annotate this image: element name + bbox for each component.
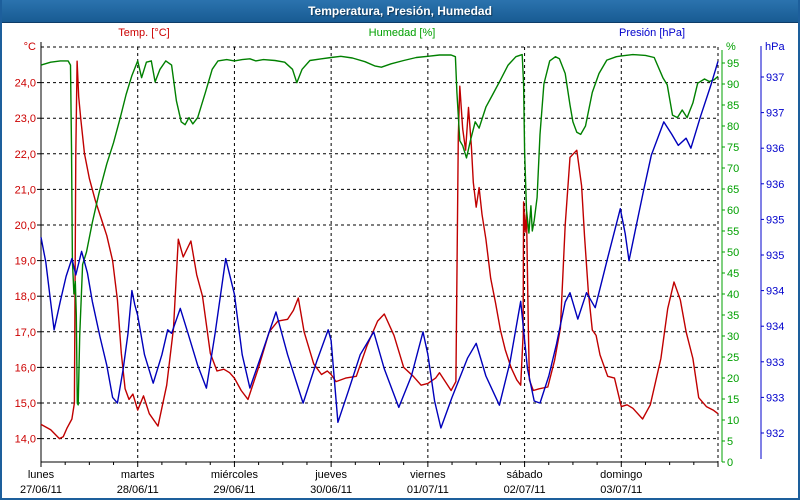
svg-text:°C: °C [24,41,36,53]
svg-text:937: 937 [766,108,784,120]
svg-text:935: 935 [766,250,784,262]
day-date: 30/06/11 [310,484,352,496]
svg-text:932: 932 [766,428,784,440]
svg-text:21,0: 21,0 [15,184,36,196]
svg-text:%: % [726,41,736,53]
day-date: 02/07/11 [504,484,546,496]
day-name: sábado [507,469,543,481]
series-humedad [40,53,719,406]
svg-text:10: 10 [727,415,739,427]
svg-text:935: 935 [766,214,784,226]
svg-text:933: 933 [766,357,784,369]
svg-text:16,0: 16,0 [15,362,36,374]
legend-humidity: Humedad [%] [368,27,436,39]
svg-text:5: 5 [727,436,733,448]
svg-text:934: 934 [766,321,784,333]
day-name: miércoles [211,469,259,481]
svg-text:936: 936 [766,179,784,191]
series-presion [40,61,719,429]
svg-text:25: 25 [727,352,739,364]
svg-text:60: 60 [727,205,739,217]
series-temperatura [40,60,719,440]
day-date: 28/06/11 [117,484,159,496]
day-date: 01/07/11 [407,484,449,496]
day-name: domingo [600,469,642,481]
svg-text:937: 937 [766,72,784,84]
day-name: martes [121,469,155,481]
svg-text:17,0: 17,0 [15,327,36,339]
svg-text:24,0: 24,0 [15,78,36,90]
svg-text:933: 933 [766,392,784,404]
svg-text:936: 936 [766,143,784,155]
day-date: 29/06/11 [213,484,255,496]
svg-text:15,0: 15,0 [15,398,36,410]
svg-text:90: 90 [727,79,739,91]
svg-text:45: 45 [727,268,739,280]
x-axis: lunes 27/06/11 martes 28/06/11 miércoles 29/0… [20,462,719,496]
svg-text:18,0: 18,0 [15,291,36,303]
svg-text:85: 85 [727,100,739,112]
svg-text:65: 65 [727,184,739,196]
svg-text:35: 35 [727,310,739,322]
day-name: viernes [410,469,446,481]
svg-text:hPa: hPa [765,41,785,53]
svg-text:934: 934 [766,286,784,298]
y-axis-pressure: hPa 937 937 936 936 935 935 934 934 933 933 932 [760,41,785,459]
window-title: Temperatura, Presión, Humedad [2,0,798,23]
svg-text:20,0: 20,0 [15,220,36,232]
svg-text:14,0: 14,0 [15,434,36,446]
legend-pressure: Presión [hPa] [618,27,686,39]
svg-text:23,0: 23,0 [15,113,36,125]
svg-text:19,0: 19,0 [15,256,36,268]
svg-text:70: 70 [727,163,739,175]
svg-text:40: 40 [727,289,739,301]
svg-text:22,0: 22,0 [15,149,36,161]
day-date: 03/07/11 [600,484,642,496]
svg-text:80: 80 [727,121,739,133]
day-name: lunes [28,469,55,481]
svg-text:15: 15 [727,394,739,406]
y-axis-temp: °C 24,0 23,0 22,0 21,0 20,0 19,0 18,0 17,0 16,0 15… [15,41,41,446]
svg-text:0: 0 [727,457,733,469]
svg-text:75: 75 [727,142,739,154]
svg-text:20: 20 [727,373,739,385]
temp-gridlines [41,46,718,440]
day-name: jueves [314,469,347,481]
legend-temperature: Temp. [°C] [118,27,170,39]
svg-text:50: 50 [727,247,739,259]
svg-text:55: 55 [727,226,739,238]
svg-text:30: 30 [727,331,739,343]
day-date: 27/06/11 [20,484,62,496]
svg-text:95: 95 [727,58,739,70]
